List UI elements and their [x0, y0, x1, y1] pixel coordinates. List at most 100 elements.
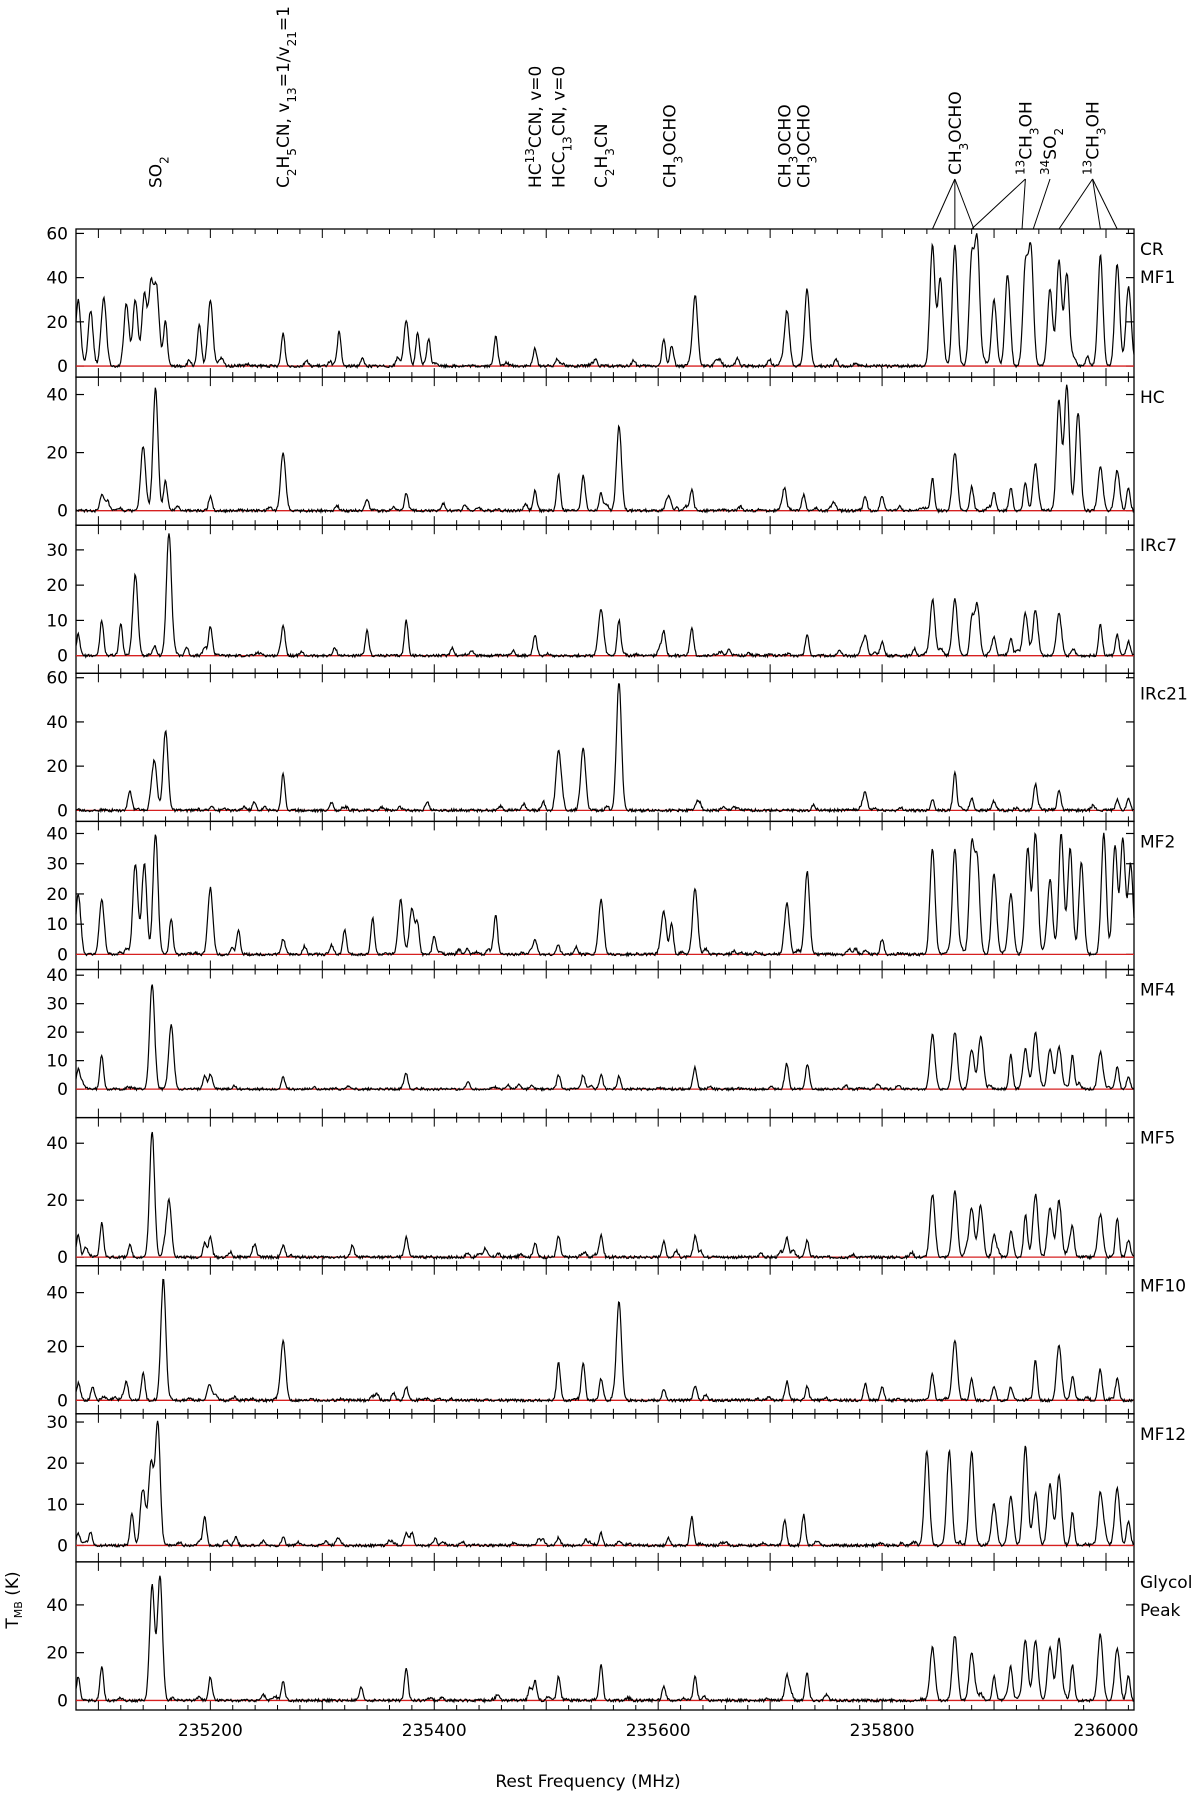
annotation-label: C2H5CN, v13=1/v21=1	[274, 6, 299, 188]
panel-label: HC	[1140, 388, 1165, 408]
y-tick-label: 20	[46, 1023, 68, 1043]
y-tick-label: 40	[46, 1284, 68, 1304]
panel-frame	[75, 1561, 1135, 1711]
panel-label: MF1	[1140, 268, 1175, 288]
panel-mf5: 0 20 40 MF5	[46, 1116, 1175, 1268]
y-tick-label: 20	[46, 1191, 68, 1211]
annotation-pointer	[954, 178, 975, 230]
y-tick-label: 40	[46, 386, 68, 406]
panel-mf2: 0 10 20 30 40 MF2	[46, 820, 1175, 971]
panel-irc7: 0 10 20 30 IRc7	[46, 524, 1177, 674]
annotation-label: HCC13CN, v=0	[550, 66, 575, 188]
spectrum-line	[75, 1420, 1134, 1549]
annotation-label: 13CH3OH	[1013, 101, 1041, 175]
panel-frame	[75, 1116, 1135, 1267]
annotation-pointer	[1058, 178, 1093, 230]
y-tick-label: 0	[57, 945, 68, 965]
y-tick-label: 40	[46, 713, 68, 733]
y-tick-label: 0	[57, 502, 68, 522]
panel-hc: 0 20 40 HC	[46, 376, 1165, 526]
y-tick-label: 30	[46, 855, 68, 875]
y-tick-label: 20	[46, 576, 68, 596]
spectrum-line	[75, 832, 1135, 958]
annotation-label: CH3OCHO	[776, 104, 801, 188]
y-tick-label: 0	[57, 1691, 68, 1711]
y-tick-label: 0	[57, 1080, 68, 1100]
x-tick-label: 235400	[402, 1721, 467, 1741]
y-tick-label: 40	[46, 1134, 68, 1154]
x-axis: 235200 235400 235600 235800 236000	[178, 1721, 1139, 1741]
spectrum-line	[75, 683, 1135, 814]
y-tick-label: 20	[46, 1454, 68, 1474]
spectrum-line	[75, 1575, 1135, 1704]
line-annotations: SO2 C2H5CN, v13=1/v21=1 HC13CCN, v=0HCC13C…	[146, 6, 1118, 230]
annotation-label: C2H3CN	[592, 123, 617, 188]
panel-label: MF10	[1140, 1277, 1186, 1297]
spectrum-line	[75, 1131, 1135, 1261]
annotation-pointer	[1092, 178, 1118, 230]
panel-label: MF5	[1140, 1129, 1175, 1149]
spectrum-line	[75, 533, 1135, 659]
y-tick-label: 20	[46, 1337, 68, 1357]
panel-label: MF2	[1140, 832, 1175, 852]
y-tick-label: 20	[46, 313, 68, 333]
y-tick-label: 20	[46, 885, 68, 905]
y-tick-label: 30	[46, 1413, 68, 1433]
y-tick-label: 10	[46, 1495, 68, 1515]
panel-frame	[75, 672, 1135, 823]
y-tick-label: 60	[46, 224, 68, 244]
x-tick-label: 236000	[1074, 1721, 1139, 1741]
y-tick-label: 20	[46, 444, 68, 464]
panel-frame	[75, 1265, 1135, 1415]
y-tick-label: 20	[46, 757, 68, 777]
panel-label: IRc7	[1140, 536, 1177, 556]
annotation-pointer	[932, 178, 956, 230]
y-tick-label: 40	[46, 1596, 68, 1616]
spectrum-line	[75, 384, 1135, 514]
annotation-label: 34SO2	[1038, 128, 1066, 175]
panel-glycol-peak: 0 20 40 Glycol Peak	[46, 1561, 1192, 1711]
panel-cr-mf1: 0 20 40 60 CR MF1	[46, 224, 1175, 378]
y-tick-label: 10	[46, 611, 68, 631]
spectrum-line	[75, 984, 1135, 1092]
y-tick-label: 0	[57, 1248, 68, 1268]
panel-frame	[75, 376, 1135, 526]
y-tick-label: 40	[46, 269, 68, 289]
x-tick-label: 235600	[626, 1721, 691, 1741]
annotation-label: HC13CCN, v=0	[523, 66, 546, 188]
x-tick-label: 235800	[850, 1721, 915, 1741]
panel-irc21: 0 20 40 60 IRc21	[46, 669, 1188, 823]
y-tick-label: 10	[46, 915, 68, 935]
y-tick-label: 40	[46, 824, 68, 844]
y-tick-label: 60	[46, 669, 68, 689]
panel-label: MF4	[1140, 981, 1175, 1001]
annotation-pointer	[971, 178, 1026, 230]
spectrum-line	[75, 233, 1135, 370]
spectrum-line	[75, 1278, 1135, 1404]
y-tick-label: 40	[46, 966, 68, 986]
x-axis-label: Rest Frequency (MHz)	[495, 1772, 680, 1792]
panel-label: CR	[1140, 240, 1164, 260]
panel-label: IRc21	[1140, 684, 1188, 704]
annotation-label: CH3OCHO	[660, 104, 685, 188]
annotation-pointer	[1032, 178, 1051, 230]
annotation-pointer	[1021, 178, 1026, 230]
panel-label: MF12	[1140, 1425, 1186, 1445]
y-axis-label: TMB (K)	[3, 1571, 25, 1629]
panel-mf12: 0 10 20 30 MF12	[46, 1413, 1186, 1563]
annotation-pointer	[1092, 178, 1101, 230]
y-tick-label: 0	[57, 647, 68, 667]
panel-frame	[75, 968, 1135, 1119]
x-tick-label: 235200	[178, 1721, 243, 1741]
y-tick-label: 0	[57, 801, 68, 821]
panel-mf4: 0 10 20 30 40 MF4	[46, 966, 1175, 1119]
y-tick-label: 0	[57, 357, 68, 377]
panel-mf10: 0 20 40 MF10	[46, 1265, 1186, 1415]
y-tick-label: 30	[46, 995, 68, 1015]
annotation-label: 13CH3OH	[1081, 101, 1109, 175]
annotation-label: SO2	[146, 156, 171, 188]
panel-frame	[75, 228, 1135, 378]
panel-label: Peak	[1140, 1601, 1181, 1621]
